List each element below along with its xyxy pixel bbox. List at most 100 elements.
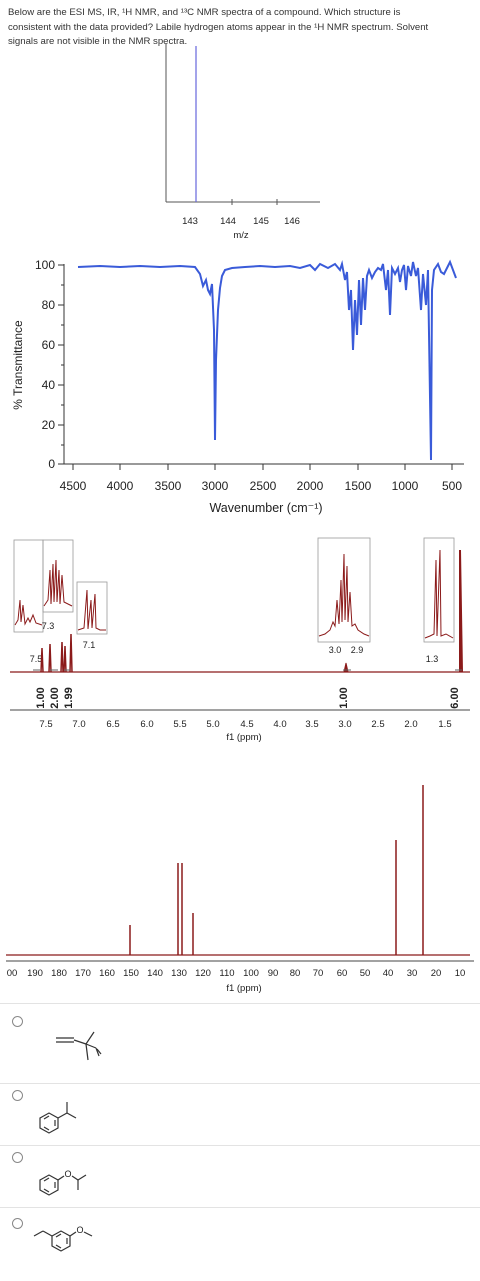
c-nmr-tick-label: 60: [337, 968, 348, 979]
radio-option-a[interactable]: [12, 1016, 23, 1027]
question-line-2: consistent with the data provided? Labil…: [8, 21, 429, 33]
h-nmr-inset-label: 7.1: [83, 640, 96, 650]
oxygen-atom-label: O: [76, 1225, 83, 1235]
h-nmr-tick-label: 1.5: [438, 719, 451, 730]
c-nmr-tick-label: 10: [455, 968, 466, 979]
c-nmr-tick-label: 110: [219, 968, 234, 979]
ir-y-tick-label: 80: [42, 298, 56, 312]
ir-trace: [77, 259, 457, 461]
radio-option-c[interactable]: [12, 1152, 23, 1163]
ms-tick-label: 146: [284, 216, 300, 227]
answer-option-b[interactable]: [0, 1083, 480, 1146]
ir-y-tick-label: 0: [48, 457, 55, 471]
h-nmr-tick-label: 7.0: [72, 719, 85, 730]
ms-tick-label: 144: [220, 216, 236, 227]
c-nmr-tick-label: 120: [195, 968, 211, 979]
h-nmr-inset-label: 7.5: [30, 654, 43, 664]
h-nmr-tick-label: 7.5: [39, 719, 52, 730]
h-nmr-spectrum: 7.5 7.3 7.1 3.0 2.9 1.3 1.00 2.00 1.99 1…: [10, 537, 470, 743]
h-nmr-tick-label: 2.0: [404, 719, 417, 730]
ir-y-tick-label: 100: [35, 258, 55, 272]
h-nmr-inset-box: [76, 581, 108, 635]
h-nmr-inset-box: [317, 537, 371, 643]
h-nmr-tick-label: 5.5: [173, 719, 186, 730]
h-nmr-peak: [40, 643, 52, 673]
ir-x-tick-label: 4500: [60, 479, 87, 493]
h-nmr-tick-label: 4.5: [240, 719, 253, 730]
ms-tick-label: 143: [182, 216, 198, 227]
h-nmr-inset-label: 1.3: [426, 654, 439, 664]
h-nmr-tick-label: 3.0: [338, 719, 351, 730]
h-nmr-integral: 1.99: [63, 687, 75, 708]
c-nmr-ticks: 00 190 180 170 160 150 140 130 120 110 1…: [7, 968, 466, 979]
c-nmr-tick-label: 190: [27, 968, 43, 979]
ir-y-tick-label: 60: [42, 338, 56, 352]
question-prompt: Below are the ESI MS, IR, ¹H NMR, and ¹³…: [8, 6, 476, 50]
h-nmr-x-label: f1 (ppm): [226, 732, 261, 743]
answer-option-a[interactable]: [0, 1003, 480, 1084]
h-nmr-inset-trace: [424, 549, 454, 639]
c-nmr-tick-label: 140: [147, 968, 163, 979]
h-nmr-tick-label: 6.5: [106, 719, 119, 730]
c-nmr-tick-label: 20: [431, 968, 442, 979]
c-nmr-spectrum: 00 190 180 170 160 150 140 130 120 110 1…: [6, 785, 474, 994]
c-nmr-tick-label: 160: [99, 968, 115, 979]
answer-option-c[interactable]: O: [0, 1145, 480, 1208]
ir-x-tick-label: 1000: [392, 479, 419, 493]
ir-x-ticks: [72, 464, 453, 470]
h-nmr-tick-label: 4.0: [273, 719, 286, 730]
c-nmr-tick-label: 00: [7, 968, 18, 979]
ir-x-tick-label: 1500: [345, 479, 372, 493]
ms-x-label: m/z: [233, 230, 249, 241]
ms-tick-label: 145: [253, 216, 269, 227]
h-nmr-tick-label: 6.0: [140, 719, 153, 730]
radio-option-b[interactable]: [12, 1090, 23, 1101]
h-nmr-tick-label: 5.0: [206, 719, 219, 730]
structure-option-a: [56, 1031, 102, 1061]
ms-tick-marks: [231, 199, 278, 205]
h-nmr-inset-trace: [14, 599, 43, 626]
ir-x-tick-label: 2500: [250, 479, 277, 493]
ir-x-tick-label: 3500: [155, 479, 182, 493]
ir-y-tick-label: 40: [42, 378, 56, 392]
ir-x-tick-label: 4000: [107, 479, 134, 493]
structure-option-c: O: [39, 1169, 87, 1196]
c-nmr-tick-label: 80: [290, 968, 301, 979]
h-nmr-integral: 2.00: [49, 687, 61, 708]
ir-y-tick-label: 20: [42, 418, 56, 432]
h-nmr-integral: 6.00: [449, 687, 461, 708]
mass-spectrum: 143 144 145 146 m/z: [165, 44, 320, 241]
answer-option-d[interactable]: O: [0, 1207, 480, 1281]
h-nmr-inset-label: 7.3: [42, 621, 55, 631]
h-nmr-tick-label: 2.5: [371, 719, 384, 730]
h-nmr-inset-trace: [77, 589, 106, 631]
h-nmr-inset-box: [423, 537, 455, 643]
ir-y-label: % Transmittance: [11, 320, 25, 410]
h-nmr-inset-box: [42, 539, 74, 613]
ir-spectrum: % Transmittance 100 80 60 40 20 0 4500 4…: [11, 258, 464, 515]
c-nmr-peaks: [129, 785, 424, 955]
ir-x-tick-label: 3000: [202, 479, 229, 493]
ir-y-ticks: [58, 264, 64, 465]
c-nmr-tick-label: 150: [123, 968, 139, 979]
ir-x-tick-label: 2000: [297, 479, 324, 493]
c-nmr-x-label: f1 (ppm): [226, 983, 261, 994]
h-nmr-inset-label: 2.9: [351, 645, 364, 655]
h-nmr-peak: [459, 549, 463, 673]
ir-x-tick-label: 500: [442, 479, 462, 493]
c-nmr-tick-label: 50: [360, 968, 371, 979]
h-nmr-inset-trace: [43, 559, 73, 607]
h-nmr-tick-label: 3.5: [305, 719, 318, 730]
c-nmr-tick-label: 170: [75, 968, 91, 979]
radio-option-d[interactable]: [12, 1218, 23, 1229]
c-nmr-tick-label: 70: [313, 968, 324, 979]
structure-option-b: [39, 1102, 77, 1134]
c-nmr-tick-label: 90: [268, 968, 279, 979]
structure-option-d: O: [33, 1225, 93, 1252]
c-nmr-tick-label: 130: [171, 968, 187, 979]
h-nmr-inset-label: 3.0: [329, 645, 342, 655]
h-nmr-integral: 1.00: [35, 687, 47, 708]
h-nmr-inset-trace: [318, 553, 370, 637]
ir-x-label: Wavenumber (cm⁻¹): [209, 501, 322, 515]
oxygen-atom-label: O: [64, 1169, 71, 1179]
